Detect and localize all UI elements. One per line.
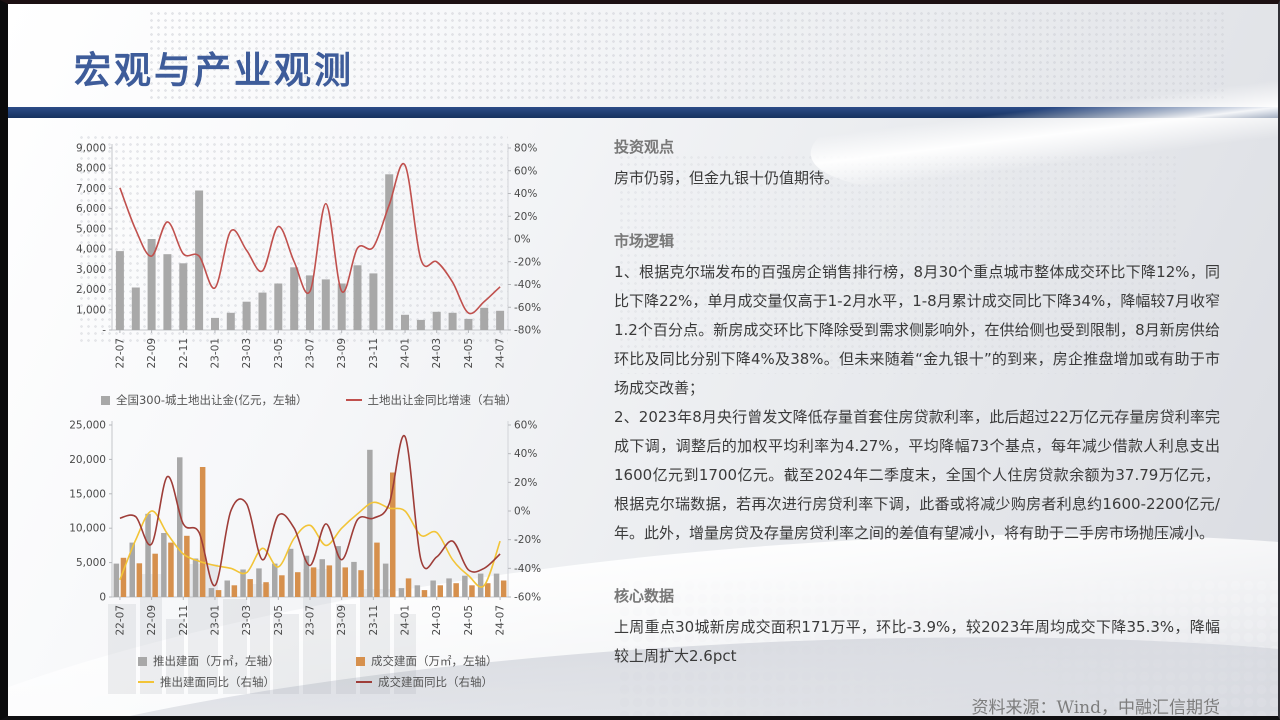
svg-text:23-01: 23-01 [210, 605, 222, 636]
land-premium-chart: 9,000 8,000 7,000 6,000 5,000 4,000 3,000 2,000… [76, 143, 541, 369]
legend-item: 土地出让金同比增速（右轴） [345, 392, 518, 408]
svg-text:20,000: 20,000 [69, 454, 106, 466]
section-heading-viewpoint: 投资观点 [614, 138, 675, 156]
svg-text:22-11: 22-11 [178, 338, 190, 369]
analysis-column: 投资观点 房市仍弱，但金九银十仍值期待。 市场逻辑 1、根据克尔瑞发布的百强房企… [614, 136, 1220, 671]
svg-text:15,000: 15,000 [69, 488, 106, 500]
construction-area-chart: 25,000 20,000 15,000 10,000 5,000 0 60% 40% 20% 0… [69, 420, 541, 636]
svg-text:0%: 0% [514, 506, 531, 518]
land-premium-chart-legend: 全国300-城土地出让金(亿元，左轴） 土地出让金同比增速（右轴） [74, 392, 544, 408]
legend-square-marker [356, 656, 365, 666]
svg-text:23-05: 23-05 [273, 338, 285, 369]
legend-square-marker [100, 395, 110, 405]
logic-paragraph-1: 1、根据克尔瑞发布的百强房企销售排行榜，8月30个重点城市整体成交环比下降12%… [614, 263, 1220, 397]
svg-text:22-09: 22-09 [146, 338, 158, 369]
section-heading-logic: 市场逻辑 [614, 232, 675, 250]
svg-text:10,000: 10,000 [69, 523, 106, 535]
legend-label: 土地出让金同比增速（右轴） [367, 393, 518, 407]
svg-text:23-03: 23-03 [241, 338, 253, 369]
data-source: 资料来源：Wind，中融汇信期货 [971, 698, 1220, 718]
svg-text:60%: 60% [514, 165, 537, 177]
legend-label: 全国300-城土地出让金(亿元，左轴） [115, 393, 308, 407]
svg-text:1,000: 1,000 [76, 304, 106, 316]
svg-text:24-07: 24-07 [495, 605, 507, 636]
legend-label: 成交建面（万㎡，左轴） [371, 654, 498, 668]
svg-text:20%: 20% [514, 477, 537, 489]
title-divider-bar [8, 107, 1278, 118]
svg-text:5,000: 5,000 [76, 557, 106, 569]
svg-text:24-03: 24-03 [431, 605, 443, 636]
svg-text:23-01: 23-01 [210, 338, 222, 369]
legend-item: 成交建面同比（右轴） [356, 674, 568, 690]
svg-text:-40%: -40% [514, 279, 541, 291]
legend-item: 推出建面（万㎡，左轴） [138, 653, 356, 669]
svg-text:25,000: 25,000 [69, 420, 106, 432]
svg-text:-40%: -40% [514, 563, 541, 575]
viewpoint-body: 房市仍弱，但金九银十仍值期待。 [614, 169, 840, 187]
svg-text:6,000: 6,000 [76, 203, 106, 215]
svg-text:3,000: 3,000 [76, 264, 106, 276]
svg-text:0: 0 [99, 592, 106, 604]
svg-text:23-09: 23-09 [336, 605, 348, 636]
logic-paragraph-2: 2、2023年8月央行曾发文降低存量首套住房贷款利率，此后超过22万亿元存量房贷… [614, 408, 1220, 542]
svg-text:80%: 80% [514, 143, 537, 155]
svg-text:-80%: -80% [514, 325, 541, 337]
svg-text:-60%: -60% [514, 302, 541, 314]
svg-text:-20%: -20% [514, 256, 541, 268]
svg-text:22-11: 22-11 [178, 605, 190, 636]
legend-square-marker [138, 656, 147, 666]
svg-text:5,000: 5,000 [76, 223, 106, 235]
svg-text:-: - [102, 325, 106, 337]
svg-text:-20%: -20% [514, 534, 541, 546]
legend-label: 成交建面同比（右轴） [378, 675, 493, 689]
section-heading-core-data: 核心数据 [614, 587, 675, 605]
svg-text:23-03: 23-03 [241, 605, 253, 636]
svg-text:2,000: 2,000 [76, 284, 106, 296]
svg-text:24-03: 24-03 [431, 338, 443, 369]
svg-text:24-01: 24-01 [400, 605, 412, 636]
svg-text:24-05: 24-05 [463, 338, 475, 369]
svg-text:40%: 40% [514, 188, 537, 200]
svg-text:-60%: -60% [514, 592, 541, 604]
legend-line-marker [345, 398, 362, 402]
svg-text:40%: 40% [514, 448, 537, 460]
svg-text:22-07: 22-07 [114, 605, 126, 636]
svg-text:7,000: 7,000 [76, 183, 106, 195]
svg-text:24-01: 24-01 [400, 338, 412, 369]
svg-text:23-11: 23-11 [368, 338, 380, 369]
svg-text:23-11: 23-11 [368, 605, 380, 636]
svg-text:23-09: 23-09 [336, 338, 348, 369]
svg-text:23-07: 23-07 [305, 605, 317, 636]
core-data-body: 上周重点30城新房成交面积171万平，环比-3.9%，较2023年周均成交下降3… [614, 618, 1220, 665]
svg-text:24-05: 24-05 [463, 605, 475, 636]
construction-area-chart-legend: 推出建面（万㎡，左轴） 成交建面（万㎡，左轴） 推出建面同比（右轴） 成交建面同比（右… [138, 653, 568, 690]
legend-label: 推出建面（万㎡，左轴） [153, 654, 280, 668]
svg-text:22-09: 22-09 [146, 605, 158, 636]
legend-item: 推出建面同比（右轴） [138, 674, 356, 690]
svg-text:23-05: 23-05 [273, 605, 285, 636]
legend-line-marker [138, 680, 154, 684]
legend-label: 推出建面同比（右轴） [160, 675, 275, 689]
svg-text:4,000: 4,000 [76, 244, 106, 256]
legend-line-marker [356, 680, 372, 684]
legend-item: 全国300-城土地出让金(亿元，左轴） [100, 392, 308, 408]
svg-text:0%: 0% [514, 234, 531, 246]
svg-text:23-07: 23-07 [305, 338, 317, 369]
svg-text:20%: 20% [514, 211, 537, 223]
page-title: 宏观与产业观测 [74, 48, 354, 92]
svg-text:22-07: 22-07 [114, 338, 126, 369]
svg-text:24-07: 24-07 [495, 338, 507, 369]
svg-text:60%: 60% [514, 420, 537, 432]
svg-text:8,000: 8,000 [76, 163, 106, 175]
legend-item: 成交建面（万㎡，左轴） [356, 653, 568, 669]
svg-text:9,000: 9,000 [76, 143, 106, 155]
